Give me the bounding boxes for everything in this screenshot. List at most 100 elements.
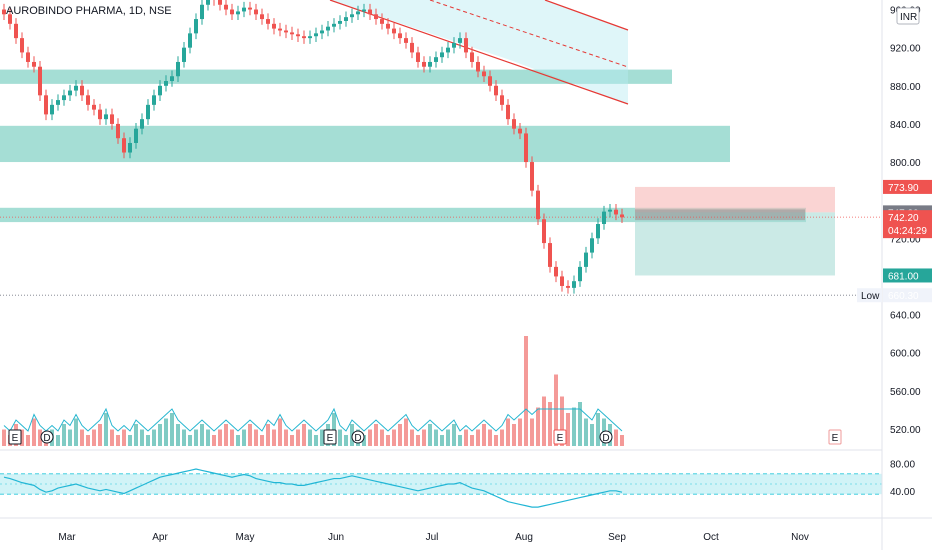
event-marker-earnings[interactable]: E xyxy=(8,429,22,445)
volume-bar xyxy=(482,424,486,446)
event-marker-dividend[interactable]: D xyxy=(351,430,365,444)
time-axis[interactable]: Mar Apr May Jun Jul Aug Sep Oct Nov xyxy=(58,532,809,543)
volume-bar xyxy=(386,435,390,446)
price-tag: 681.00 xyxy=(883,268,932,283)
volume-bar xyxy=(182,429,186,446)
volume-bar xyxy=(590,424,594,446)
candle-body xyxy=(440,52,444,58)
candle-body xyxy=(488,76,492,86)
candle-body xyxy=(182,47,186,62)
candle-body xyxy=(260,14,264,20)
candle-body xyxy=(14,23,18,39)
volume-bar xyxy=(398,424,402,446)
candle-body xyxy=(170,76,174,82)
volume-bar xyxy=(74,418,78,446)
candle-body xyxy=(164,81,168,86)
candle-body xyxy=(110,114,114,124)
candle-body xyxy=(56,100,60,105)
event-label: E xyxy=(327,433,334,444)
candle-body xyxy=(536,190,540,220)
candle-body xyxy=(422,61,426,67)
volume-bar xyxy=(134,424,138,446)
candle-body xyxy=(146,104,150,120)
time-tick-label: Jun xyxy=(328,532,344,543)
volume-bar xyxy=(446,429,450,446)
time-tick-label: Jul xyxy=(426,532,439,543)
event-marker-dividend[interactable]: D xyxy=(599,430,613,444)
candle-body xyxy=(2,9,6,15)
candle-body xyxy=(578,266,582,282)
price-tick-label: 520.00 xyxy=(890,425,921,436)
rsi-line xyxy=(3,468,623,508)
volume-bar xyxy=(272,429,276,446)
price-tag: 773.90 xyxy=(883,179,932,194)
candle-body xyxy=(134,128,138,143)
volume-bar xyxy=(200,424,204,446)
trend-channel[interactable] xyxy=(329,0,629,105)
event-marker-earnings[interactable]: E xyxy=(828,429,842,445)
candle-body xyxy=(278,28,282,31)
volume-bar xyxy=(380,429,384,446)
event-marker-earnings[interactable]: E xyxy=(323,429,337,445)
volume-bar xyxy=(236,435,240,446)
event-shape xyxy=(553,429,567,445)
candle-body xyxy=(140,119,144,129)
price-tick-label: 840.00 xyxy=(890,120,921,131)
price-tag-prefix: Low xyxy=(861,291,880,302)
event-label: D xyxy=(43,433,50,444)
volume-bar xyxy=(308,429,312,446)
event-label: E xyxy=(12,433,19,444)
candle-body xyxy=(494,85,498,96)
volume-bar xyxy=(518,418,522,446)
candle-body xyxy=(608,209,612,212)
price-tag-bg xyxy=(883,268,932,283)
volume-bar xyxy=(2,429,6,446)
event-shape xyxy=(323,429,337,445)
volume-bar xyxy=(20,429,24,446)
channel-upper-line xyxy=(544,0,629,31)
short-position-tool[interactable] xyxy=(0,186,882,296)
event-shape xyxy=(8,429,22,445)
candle-body xyxy=(308,36,312,39)
chart-title: AUROBINDO PHARMA, 1D, NSE xyxy=(6,5,172,17)
candle-body xyxy=(98,109,102,120)
volume-bar xyxy=(128,435,132,446)
volume-bar xyxy=(458,435,462,446)
price-tag-countdown: 04:24:29 xyxy=(888,226,927,237)
volume-bar xyxy=(536,407,540,446)
candle-body xyxy=(272,23,276,29)
support-zone xyxy=(0,125,730,163)
support-zone xyxy=(0,69,672,84)
candle-body xyxy=(266,19,270,24)
event-marker-dividend[interactable]: D xyxy=(40,430,54,444)
event-marker-earnings[interactable]: E xyxy=(553,429,567,445)
volume-bar xyxy=(194,429,198,446)
candle-body xyxy=(296,34,300,37)
candle-body xyxy=(566,285,570,288)
candle-body xyxy=(116,123,120,139)
candle-body xyxy=(218,0,222,5)
candle-body xyxy=(398,33,402,39)
candle-body xyxy=(26,52,30,62)
price-tag: 660.30 Low xyxy=(857,288,932,303)
time-tick-label: Apr xyxy=(152,532,168,543)
candle-body xyxy=(446,47,450,53)
currency-label: INR xyxy=(900,12,917,23)
time-tick-label: Sep xyxy=(608,532,626,543)
event-label: E xyxy=(557,433,564,444)
candle-body xyxy=(386,23,390,29)
volume-bar xyxy=(140,429,144,446)
volume-bar xyxy=(104,413,108,446)
candle-body xyxy=(236,11,240,15)
volume-bar xyxy=(542,396,546,446)
candle-body xyxy=(74,85,78,91)
candle-body xyxy=(452,42,456,48)
candle-body xyxy=(350,14,354,18)
candle-body xyxy=(68,90,72,96)
volume-bar xyxy=(296,429,300,446)
price-tick-label: 600.00 xyxy=(890,349,921,360)
currency-badge[interactable] xyxy=(896,7,920,25)
candle-body xyxy=(380,19,384,24)
